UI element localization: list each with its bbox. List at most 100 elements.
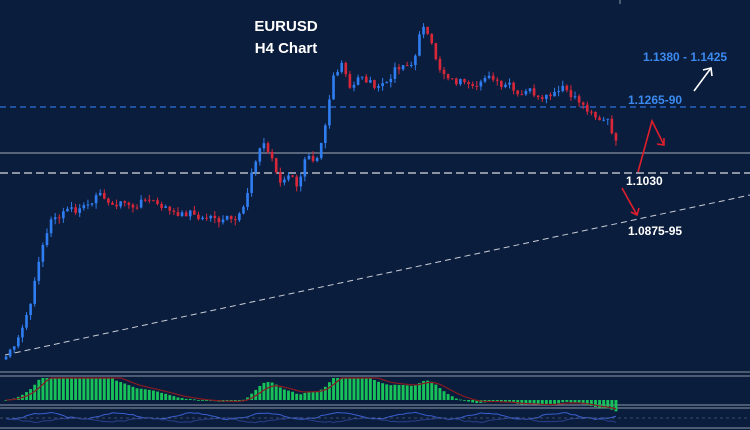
macd-bar xyxy=(352,378,356,400)
candle xyxy=(90,202,94,207)
candle xyxy=(369,76,372,84)
candle xyxy=(213,211,217,224)
candle xyxy=(291,175,294,178)
candle xyxy=(360,76,364,80)
macd-bar xyxy=(610,400,614,410)
macd-bar xyxy=(344,378,348,400)
candle xyxy=(168,206,172,215)
candle xyxy=(201,215,204,221)
candle xyxy=(49,216,53,238)
macd-bar xyxy=(336,378,340,400)
macd-bar xyxy=(463,400,466,401)
macd-bar xyxy=(86,378,90,400)
candle xyxy=(561,80,565,93)
candle xyxy=(266,141,270,154)
macd-bar xyxy=(139,388,143,400)
macd-bar xyxy=(180,398,184,400)
level-label-target: 1.1380 - 1.1425 xyxy=(643,50,727,64)
macd-bar xyxy=(405,385,409,400)
chart-subtitle: H4 Chart xyxy=(255,40,318,57)
candle xyxy=(606,118,610,126)
macd-bar xyxy=(143,389,147,400)
macd-bar xyxy=(561,400,565,403)
macd-bar xyxy=(53,378,57,400)
macd-bar xyxy=(106,378,110,400)
macd-bar xyxy=(82,378,86,400)
candle xyxy=(397,64,401,75)
candle xyxy=(356,74,360,86)
candle xyxy=(381,77,384,91)
candle xyxy=(324,123,327,149)
candle xyxy=(344,61,348,78)
macd-bar xyxy=(172,396,176,400)
candle xyxy=(418,31,421,57)
oscillator-line xyxy=(5,411,617,421)
macd-bar xyxy=(201,400,204,401)
candle xyxy=(12,346,16,353)
candle xyxy=(143,197,147,203)
candle xyxy=(340,60,344,74)
macd-bar xyxy=(90,378,94,400)
candle xyxy=(508,78,511,89)
macd-bar xyxy=(364,378,368,400)
macd-bar xyxy=(409,385,413,400)
candle xyxy=(524,88,528,96)
macd-bar xyxy=(102,378,106,400)
macd-bar xyxy=(164,393,168,400)
candle xyxy=(229,215,233,224)
candle xyxy=(495,77,499,86)
macd-bar xyxy=(573,400,577,403)
macd-bar xyxy=(270,382,274,400)
candle xyxy=(41,242,45,268)
candle xyxy=(250,168,253,197)
macd-bar xyxy=(348,378,352,400)
macd-bar xyxy=(147,389,151,400)
macd-bar xyxy=(606,400,610,409)
macd-bar xyxy=(442,391,446,400)
bullish-arrow-icon xyxy=(693,67,713,92)
macd-bar xyxy=(250,393,254,400)
macd-bar xyxy=(549,400,552,405)
macd-bar xyxy=(397,384,401,400)
candle xyxy=(107,197,110,206)
candle xyxy=(82,202,86,211)
candle xyxy=(393,62,397,83)
candle xyxy=(4,355,8,360)
candle xyxy=(516,89,520,97)
macd-bar xyxy=(192,399,196,401)
candle xyxy=(598,115,601,121)
candle xyxy=(98,189,102,197)
candle xyxy=(528,88,532,94)
macd-bar xyxy=(360,378,364,400)
macd-bar xyxy=(49,378,53,400)
macd-bar xyxy=(295,393,299,400)
macd-bar xyxy=(151,390,155,400)
macd-bar xyxy=(262,382,266,400)
candle xyxy=(262,137,266,152)
macd-bar xyxy=(381,383,385,400)
macd-bar xyxy=(389,385,393,400)
macd-bar xyxy=(168,395,172,400)
candle xyxy=(336,69,339,77)
macd-bar xyxy=(508,400,511,403)
macd-bar xyxy=(57,378,61,400)
candle xyxy=(479,79,483,91)
candle xyxy=(422,23,425,39)
macd-bar xyxy=(291,391,295,400)
candle xyxy=(491,72,495,82)
macd-bar xyxy=(94,378,98,400)
candle xyxy=(74,203,77,215)
candle xyxy=(57,214,61,224)
macd-bar xyxy=(184,398,188,400)
macd-bar xyxy=(614,400,618,412)
candle xyxy=(405,61,409,67)
macd-bar xyxy=(254,389,258,400)
macd-bar xyxy=(123,383,127,400)
macd-bar xyxy=(135,388,139,400)
candle xyxy=(193,205,196,215)
macd-bar xyxy=(475,400,479,404)
macd-bar xyxy=(377,381,380,400)
macd-pane xyxy=(4,377,618,412)
